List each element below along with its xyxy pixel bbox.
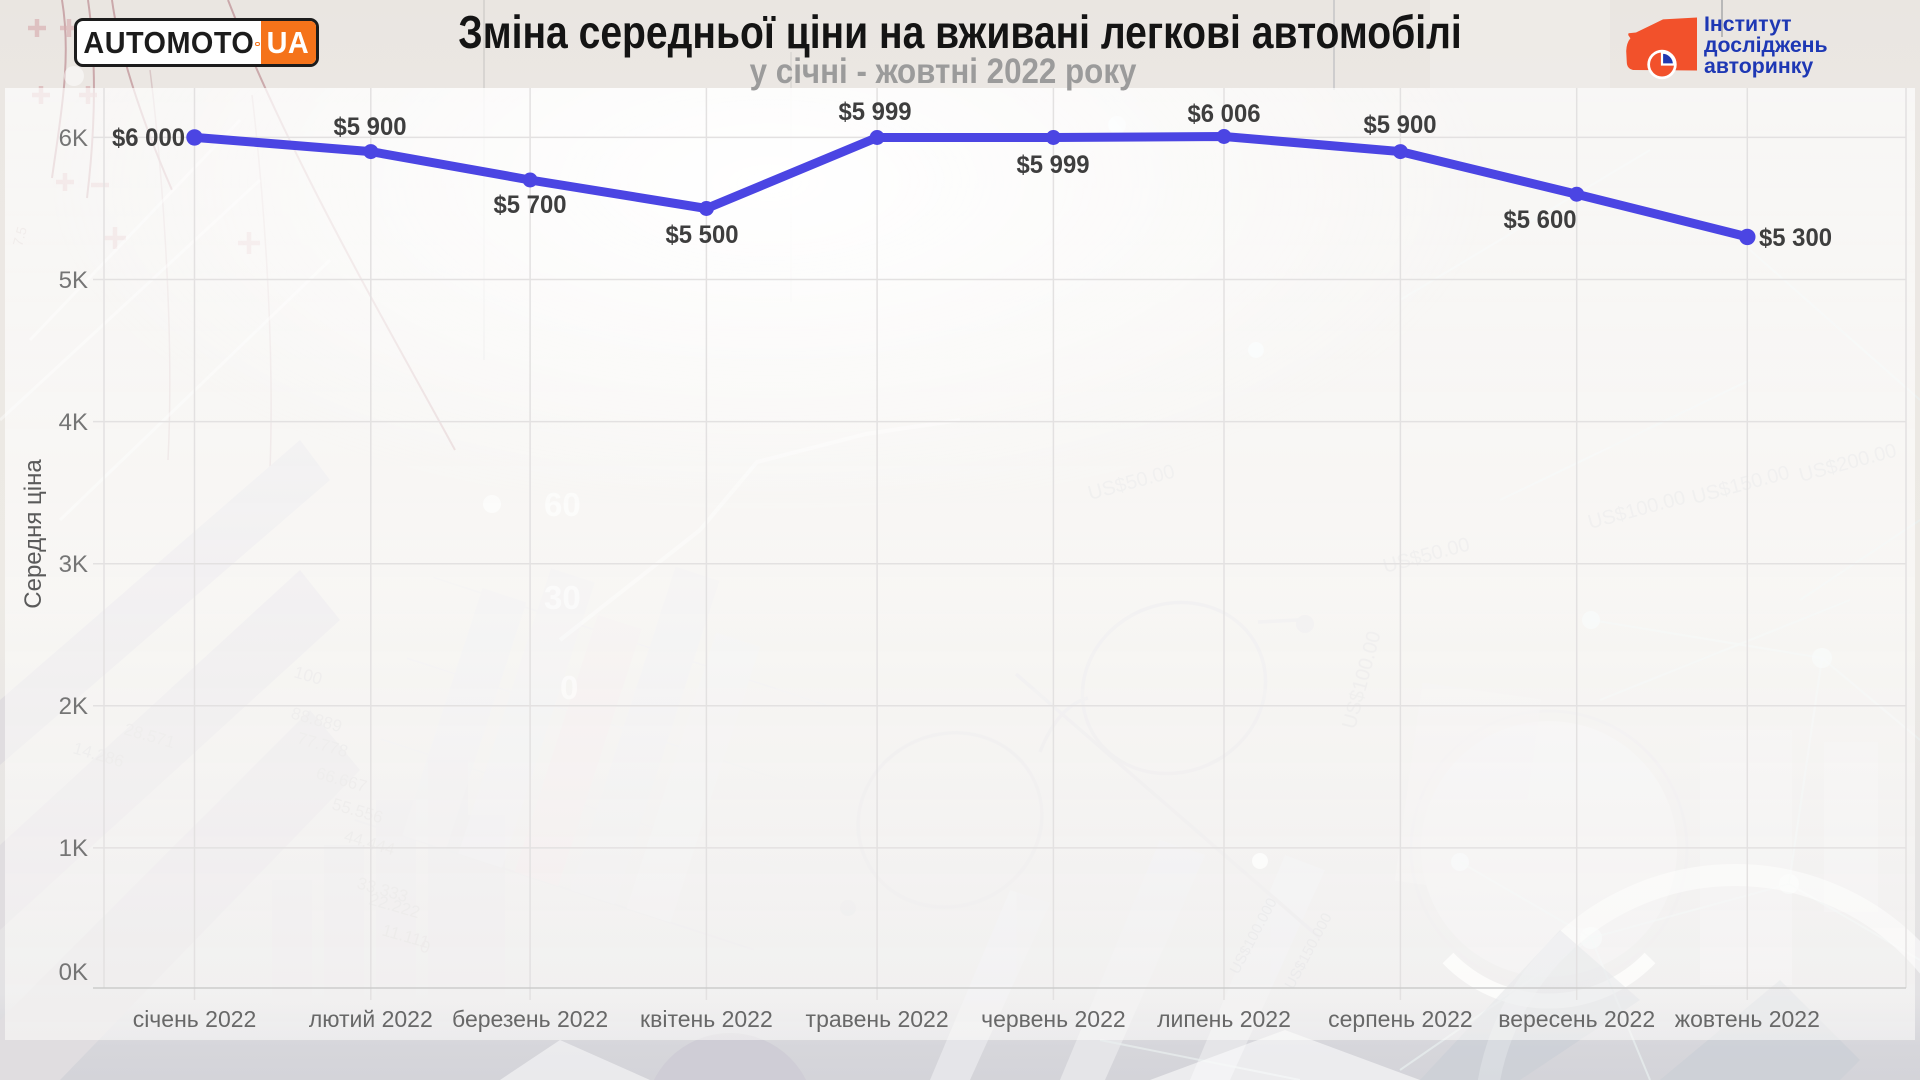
svg-text:0K: 0K <box>59 959 88 986</box>
svg-text:жовтень 2022: жовтень 2022 <box>1675 1006 1820 1032</box>
svg-text:$5 300: $5 300 <box>1759 224 1832 252</box>
svg-text:$6 006: $6 006 <box>1188 100 1261 128</box>
svg-text:липень 2022: липень 2022 <box>1157 1006 1291 1032</box>
svg-text:$5 700: $5 700 <box>494 191 567 219</box>
svg-text:квітень 2022: квітень 2022 <box>640 1006 773 1032</box>
svg-text:$6 000: $6 000 <box>112 124 185 152</box>
svg-text:серпень 2022: серпень 2022 <box>1328 1006 1473 1032</box>
svg-text:$5 600: $5 600 <box>1504 206 1577 234</box>
svg-text:$5 500: $5 500 <box>666 221 739 249</box>
svg-text:червень 2022: червень 2022 <box>981 1006 1126 1032</box>
svg-text:4K: 4K <box>59 409 88 436</box>
svg-text:$5 999: $5 999 <box>1017 151 1090 179</box>
svg-text:травень 2022: травень 2022 <box>806 1006 949 1032</box>
svg-text:2K: 2K <box>59 693 88 720</box>
svg-text:вересень 2022: вересень 2022 <box>1498 1006 1655 1032</box>
svg-text:$5 900: $5 900 <box>334 113 407 141</box>
svg-text:1K: 1K <box>59 835 88 862</box>
svg-text:лютий 2022: лютий 2022 <box>309 1006 433 1032</box>
svg-text:Середня ціна: Середня ціна <box>20 459 47 609</box>
svg-text:$5 900: $5 900 <box>1364 111 1437 139</box>
svg-text:3K: 3K <box>59 551 88 578</box>
svg-text:$5 999: $5 999 <box>839 98 912 126</box>
svg-text:5K: 5K <box>59 267 88 294</box>
svg-text:січень 2022: січень 2022 <box>133 1006 257 1032</box>
svg-text:6K: 6K <box>59 125 88 152</box>
svg-text:березень 2022: березень 2022 <box>452 1006 608 1032</box>
